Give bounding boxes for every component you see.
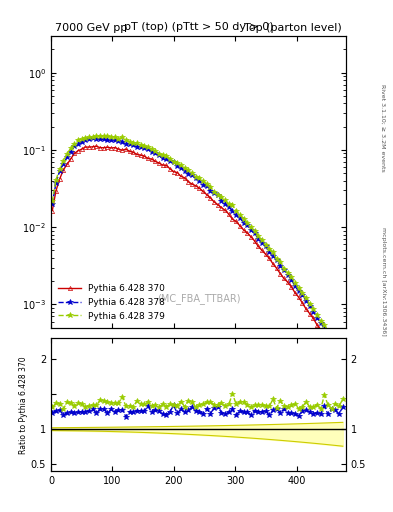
Pythia 6.428 370 [226, 211, 231, 217]
Pythia 6.428 378 [50, 201, 55, 207]
Text: mcplots.cern.ch [arXiv:1306.3436]: mcplots.cern.ch [arXiv:1306.3436] [381, 227, 386, 336]
Y-axis label: Ratio to Pythia 6.428 370: Ratio to Pythia 6.428 370 [19, 356, 28, 454]
Pythia 6.428 379 [182, 165, 187, 172]
Pythia 6.428 370 [182, 175, 187, 181]
Pythia 6.428 379 [252, 228, 257, 234]
Pythia 6.428 378 [252, 230, 257, 236]
Pythia 6.428 378 [182, 167, 187, 174]
Pythia 6.428 379 [50, 198, 55, 204]
Pythia 6.428 370 [94, 143, 99, 150]
Pythia 6.428 379 [241, 216, 246, 222]
Pythia 6.428 370 [241, 227, 246, 233]
Legend: Pythia 6.428 370, Pythia 6.428 378, Pythia 6.428 379: Pythia 6.428 370, Pythia 6.428 378, Pyth… [55, 282, 168, 323]
Pythia 6.428 370 [50, 207, 55, 214]
Pythia 6.428 379 [311, 306, 316, 312]
Text: Top (parton level): Top (parton level) [244, 23, 342, 33]
Line: Pythia 6.428 370: Pythia 6.428 370 [50, 144, 345, 370]
Pythia 6.428 378 [311, 309, 316, 315]
Text: Rivet 3.1.10; ≥ 3.2M events: Rivet 3.1.10; ≥ 3.2M events [381, 84, 386, 172]
Pythia 6.428 378 [241, 220, 246, 226]
Pythia 6.428 370 [340, 365, 345, 371]
Text: (MC_FBA_TTBAR): (MC_FBA_TTBAR) [157, 293, 240, 305]
Pythia 6.428 379 [98, 133, 103, 139]
Text: 7000 GeV pp: 7000 GeV pp [55, 23, 127, 33]
Pythia 6.428 378 [226, 204, 231, 210]
Pythia 6.428 378 [230, 208, 235, 214]
Pythia 6.428 379 [230, 202, 235, 208]
Pythia 6.428 379 [226, 201, 231, 207]
Pythia 6.428 370 [230, 216, 235, 222]
Pythia 6.428 378 [90, 135, 95, 141]
Pythia 6.428 379 [340, 353, 345, 359]
Pythia 6.428 370 [311, 315, 316, 322]
Title: pT (top) (pTtt > 50 dy > 0): pT (top) (pTtt > 50 dy > 0) [124, 23, 273, 32]
Pythia 6.428 378 [340, 355, 345, 361]
Line: Pythia 6.428 379: Pythia 6.428 379 [50, 133, 345, 359]
Line: Pythia 6.428 378: Pythia 6.428 378 [50, 136, 345, 361]
Pythia 6.428 370 [252, 238, 257, 244]
